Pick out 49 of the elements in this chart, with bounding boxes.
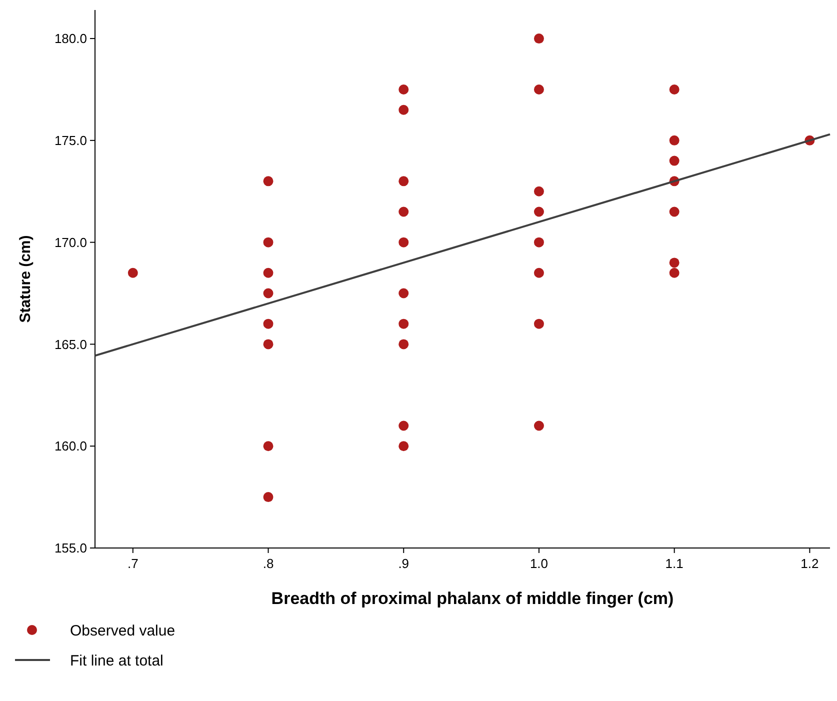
point — [398, 441, 409, 452]
point — [263, 176, 274, 186]
y-tick-label: 165.0 — [54, 336, 87, 352]
point — [534, 237, 544, 248]
legend-label: Fit line at total — [70, 652, 164, 670]
point — [263, 492, 274, 502]
x-tick-label: 1.0 — [530, 556, 548, 571]
point — [263, 268, 274, 278]
x-tick-label: .8 — [262, 556, 274, 571]
point — [669, 268, 680, 278]
x-axis-title: Breadth of proximal phalanx of middle finger (cm) — [271, 589, 674, 608]
point — [398, 206, 409, 217]
point — [263, 318, 274, 329]
y-axis-title: Stature (cm) — [17, 235, 34, 323]
point — [398, 339, 409, 350]
y-tick-label: 155.0 — [54, 540, 87, 556]
point — [669, 206, 680, 217]
point — [398, 104, 409, 115]
point — [669, 156, 680, 166]
legend-label: Observed value — [70, 622, 176, 640]
y-tick-label: 180.0 — [54, 31, 87, 46]
point — [534, 318, 544, 329]
point — [398, 318, 409, 329]
point — [398, 237, 409, 248]
point — [534, 186, 544, 196]
y-tick-label: 160.0 — [54, 438, 87, 454]
point — [669, 135, 680, 146]
point — [263, 288, 274, 298]
point — [534, 206, 544, 217]
x-tick-label: .7 — [127, 556, 138, 571]
point — [128, 268, 138, 278]
point — [534, 268, 544, 278]
point — [398, 84, 409, 94]
x-tick-label: 1.2 — [800, 556, 819, 571]
point — [398, 288, 409, 298]
x-tick-label: 1.1 — [665, 556, 684, 571]
point — [669, 84, 680, 94]
y-tick-label: 175.0 — [54, 132, 87, 148]
point — [669, 258, 680, 268]
point — [263, 339, 274, 350]
x-tick-label: .9 — [398, 556, 410, 571]
point — [534, 84, 544, 94]
point — [398, 176, 409, 186]
y-tick-label: 170.0 — [54, 234, 87, 250]
point — [263, 441, 274, 452]
point — [263, 237, 274, 248]
point — [534, 34, 544, 44]
point — [534, 420, 544, 431]
point — [398, 420, 409, 431]
